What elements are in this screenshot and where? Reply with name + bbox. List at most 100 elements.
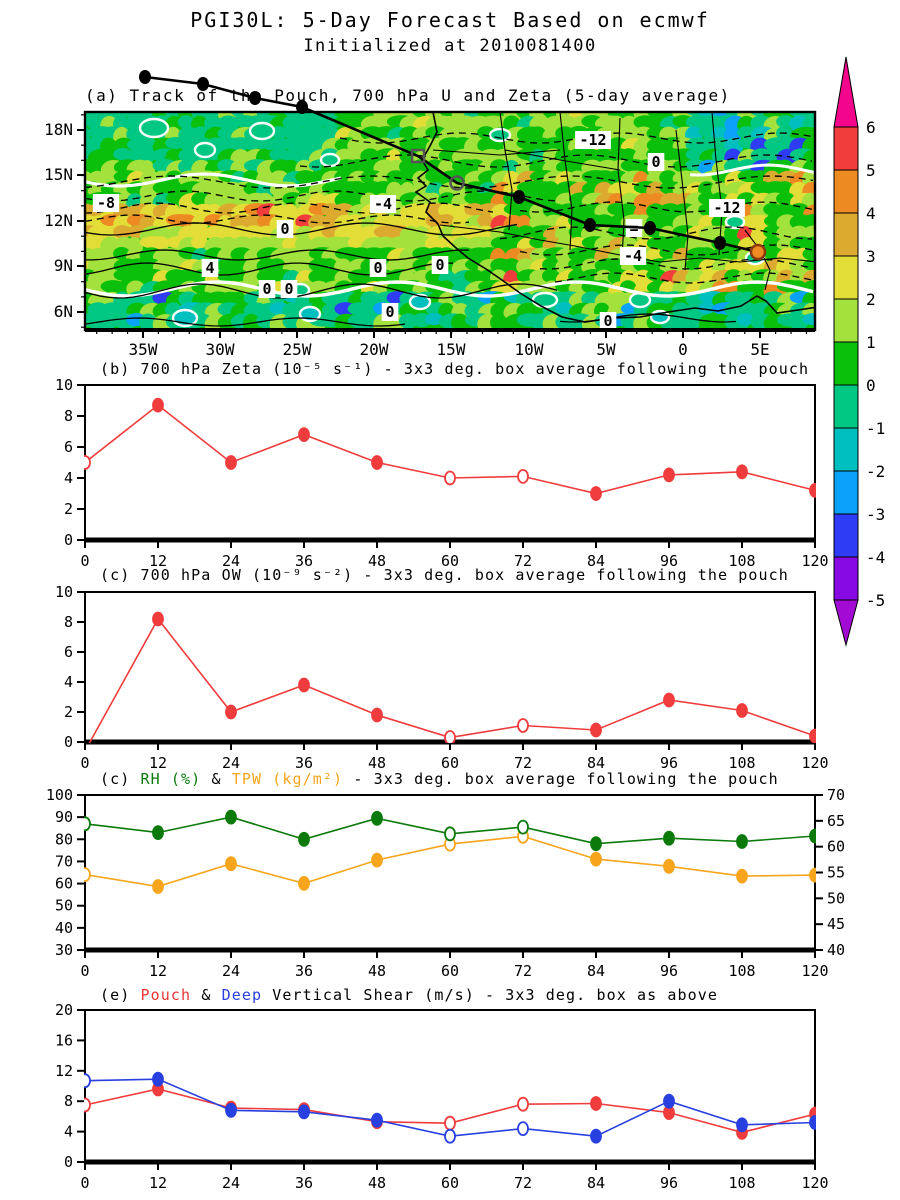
shaded-cell [633,126,654,144]
shaded-cell [737,115,756,137]
series-ow [88,611,816,743]
shaded-cell [321,112,349,118]
shaded-cell [776,203,795,217]
shaded-cell [711,170,737,183]
shaded-cell [113,236,135,257]
shaded-cell [282,214,303,234]
shaded-cell [607,203,626,215]
shaded-cell [620,214,647,231]
shaded-cell [178,112,197,124]
shaded-cell [542,115,570,136]
data-point-open [444,826,456,842]
shaded-cell [217,137,248,155]
x-tick-label: 0 [80,962,89,980]
shaded-cell [152,215,181,237]
shaded-cell [386,280,411,297]
shaded-cell [685,236,702,255]
data-point [298,1104,310,1120]
x-tick-label: 60 [441,962,459,980]
contour-label-box [258,280,276,298]
contour-island [488,127,512,143]
shaded-cell [672,302,690,317]
contour-label-box [599,312,617,330]
shaded-cell [620,269,637,291]
shaded-cell [763,148,781,161]
contour-island [724,214,746,230]
colorbar-tick-label: -2 [866,462,885,481]
shaded-cell [503,112,526,121]
shaded-cell [85,225,101,239]
shaded-cell [412,291,440,309]
map-base [85,112,815,330]
shaded-cell [620,236,638,254]
shaded-cell [477,203,503,216]
shaded-cell [646,137,674,154]
shaded-cell [243,269,261,290]
y-tick-label: 4 [64,469,73,487]
shaded-cell [165,126,182,148]
colorbar-tick-label: 3 [866,247,876,266]
shaded-cell [724,112,752,118]
shaded-cell [373,203,398,223]
shaded-cell [230,115,258,128]
shaded-cell [126,258,152,272]
shaded-cell [178,236,199,259]
shaded-cell [438,258,459,275]
shaded-cell [685,192,709,210]
shaded-cell [139,258,162,273]
colorbar-segment [833,556,859,601]
shaded-cell [659,302,686,323]
chart-frame [84,591,816,743]
shaded-cell [113,148,132,161]
shaded-cell [217,236,239,257]
shaded-cell [308,137,332,155]
data-point [590,1128,602,1144]
shaded-cell [529,302,551,322]
shaded-cell [191,170,222,188]
shaded-cell [698,203,720,217]
contour-label-box [92,194,120,212]
shaded-cell [269,181,299,199]
shaded-cell [672,203,698,219]
country-border [711,112,723,256]
shaded-cell [659,148,684,162]
shaded-cell [594,247,613,267]
shaded-cell [607,170,628,185]
series-pouch_shear [84,1081,816,1140]
shaded-cell [581,148,600,163]
shaded-cell [243,170,260,184]
shaded-cell [737,159,758,173]
shaded-cell [750,170,770,184]
shaded-cell [647,112,677,119]
shaded-cell [672,159,700,174]
shaded-cell [139,291,156,309]
shaded-cell [568,247,590,263]
shaded-cell [516,313,543,327]
shaded-cell [282,159,300,179]
shaded-cell [347,291,377,310]
shaded-cell [555,181,583,195]
shaded-cell [438,137,465,152]
shaded-cell [672,170,698,188]
y-tick-label: 0 [64,1153,73,1171]
shaded-cell [633,112,661,124]
shaded-cell [724,236,742,251]
shaded-cell [399,159,417,175]
shaded-cell [529,247,557,265]
shaded-cell [87,170,108,192]
shaded-cell [269,126,289,139]
shaded-cell [724,225,741,242]
colorbar-tick-label: -3 [866,505,885,524]
shaded-cell [789,112,815,119]
solid-contour [559,313,737,323]
shaded-cell [243,159,272,173]
title-part: TPW (kg/m²) [231,770,344,788]
shaded-cell [282,247,305,267]
shaded-cell [620,280,637,294]
shaded-cell [802,269,815,289]
shaded-cell [321,291,346,306]
shaded-cell [100,225,129,244]
shaded-cell [542,302,568,320]
shaded-cell [386,269,416,282]
shaded-cell [425,112,443,121]
